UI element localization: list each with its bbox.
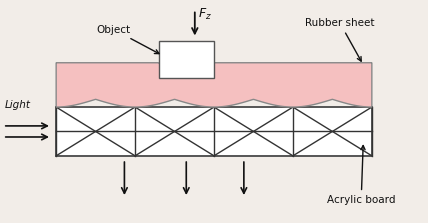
Text: Rubber sheet: Rubber sheet [305,18,374,61]
Bar [56,107,372,156]
Text: Acrylic board: Acrylic board [327,146,395,205]
Bar [158,41,214,78]
Text: Light: Light [5,100,31,110]
Text: Object: Object [97,25,159,54]
Text: $F_z$: $F_z$ [198,7,212,23]
Polygon shape [56,63,372,107]
